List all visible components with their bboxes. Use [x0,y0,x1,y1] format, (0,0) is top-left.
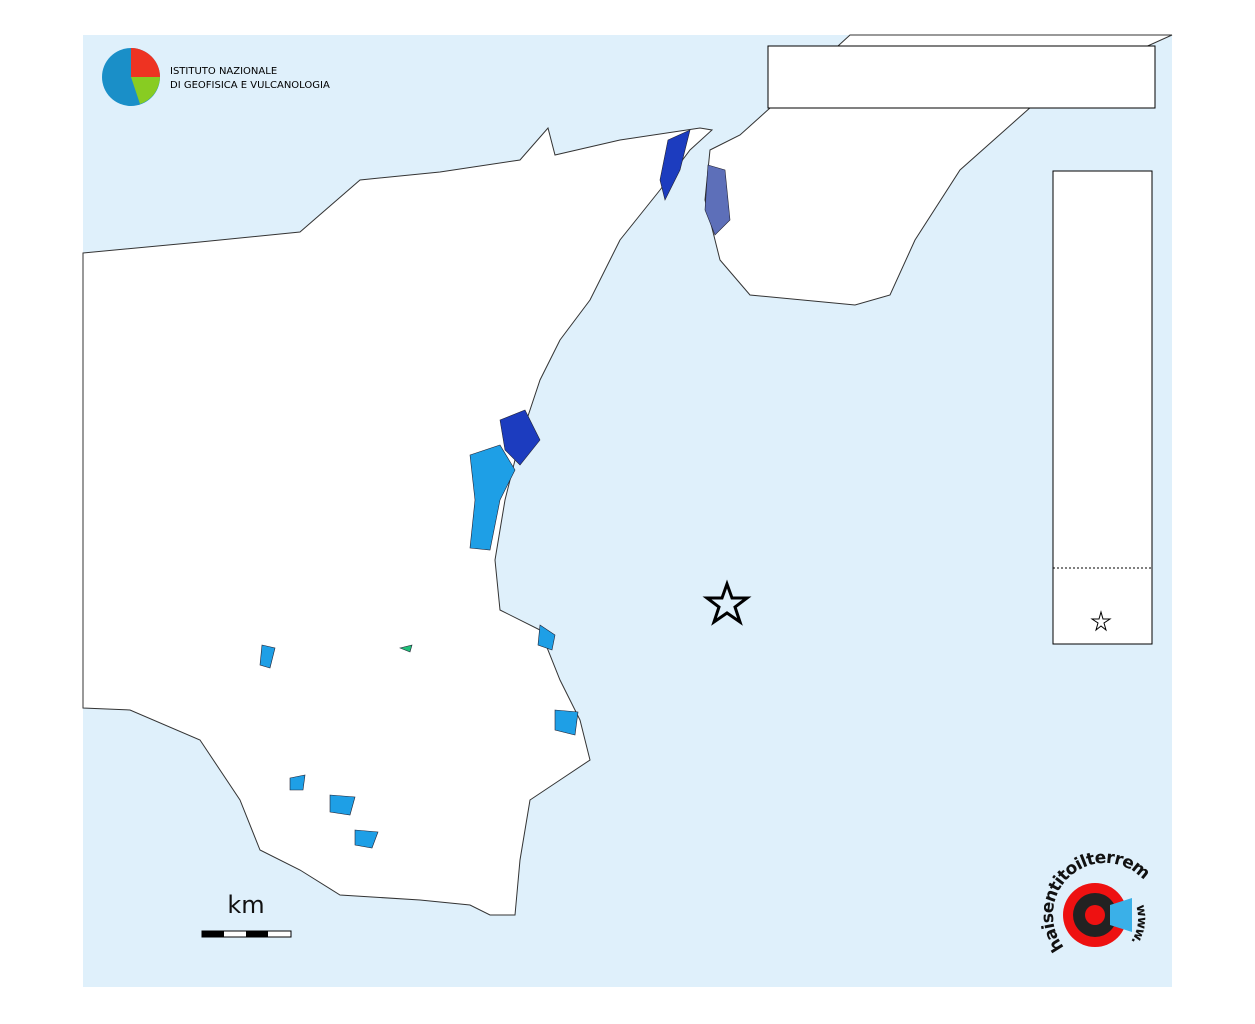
scale-unit: km [227,891,264,919]
logo-ring [1085,905,1105,925]
info-box [767,45,1156,109]
area [659,129,691,201]
area [537,624,556,651]
scale-bar: km [201,891,292,938]
logo-text: DI GEOFISICA E VULCANOLOGIA [170,80,330,91]
logo-segment [131,77,160,104]
area [499,409,541,466]
legend-star [1090,610,1112,632]
ingv-logo: ISTITUTO NAZIONALE DI GEOFISICA E VULCAN… [102,48,330,106]
area [259,644,276,669]
area [399,644,413,653]
scale-bar-segment [246,931,268,937]
area [469,444,516,551]
logo-segment [131,48,160,77]
epicentre-star [702,579,752,626]
logo-speaker [1110,898,1132,932]
area [329,794,356,816]
area [554,709,579,736]
logo-text: ISTITUTO NAZIONALE [170,66,277,77]
area [704,164,731,236]
intensity-areas [259,129,731,849]
area [289,774,306,791]
legend-box [1052,170,1153,645]
area [354,829,379,849]
scale-bar-segment [202,931,224,937]
